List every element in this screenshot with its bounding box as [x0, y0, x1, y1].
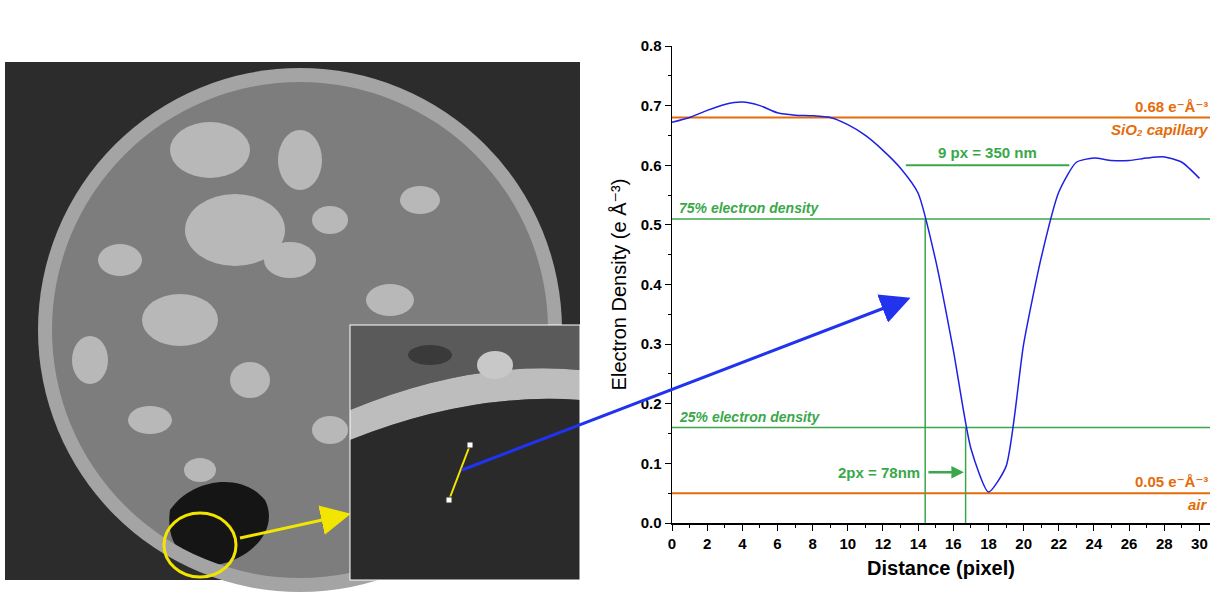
svg-text:12: 12: [875, 535, 892, 552]
svg-text:20: 20: [1015, 535, 1032, 552]
svg-text:9 px = 350 nm: 9 px = 350 nm: [938, 144, 1037, 161]
svg-text:30: 30: [1191, 535, 1208, 552]
svg-text:2: 2: [703, 535, 711, 552]
svg-text:4: 4: [738, 535, 747, 552]
svg-text:0.8: 0.8: [641, 37, 662, 54]
svg-text:26: 26: [1121, 535, 1138, 552]
svg-text:0.05 e⁻Å⁻³: 0.05 e⁻Å⁻³: [1135, 473, 1208, 490]
svg-text:0: 0: [668, 535, 676, 552]
svg-text:0.2: 0.2: [641, 395, 662, 412]
svg-text:16: 16: [945, 535, 962, 552]
svg-text:75% electron density: 75% electron density: [679, 200, 819, 216]
svg-text:SiO₂ capillary: SiO₂ capillary: [1111, 121, 1208, 138]
svg-text:25% electron density: 25% electron density: [679, 409, 820, 425]
svg-text:8: 8: [808, 535, 816, 552]
svg-text:24: 24: [1086, 535, 1103, 552]
svg-text:Electron Density (e Å⁻³): Electron Density (e Å⁻³): [608, 179, 630, 391]
svg-text:0.4: 0.4: [641, 276, 663, 293]
svg-text:14: 14: [910, 535, 927, 552]
svg-text:0.0: 0.0: [641, 514, 662, 531]
svg-text:18: 18: [980, 535, 997, 552]
svg-text:6: 6: [773, 535, 781, 552]
svg-text:0.68 e⁻Å⁻³: 0.68 e⁻Å⁻³: [1135, 98, 1208, 115]
svg-text:0.6: 0.6: [641, 157, 662, 174]
svg-text:Distance (pixel): Distance (pixel): [867, 557, 1015, 579]
svg-text:28: 28: [1156, 535, 1173, 552]
svg-text:0.5: 0.5: [641, 216, 662, 233]
svg-text:0.1: 0.1: [641, 455, 662, 472]
svg-text:0.3: 0.3: [641, 335, 662, 352]
svg-text:22: 22: [1050, 535, 1067, 552]
svg-text:air: air: [1188, 496, 1208, 513]
svg-text:2px = 78nm: 2px = 78nm: [838, 464, 920, 481]
svg-text:0.7: 0.7: [641, 97, 662, 114]
svg-text:10: 10: [839, 535, 856, 552]
